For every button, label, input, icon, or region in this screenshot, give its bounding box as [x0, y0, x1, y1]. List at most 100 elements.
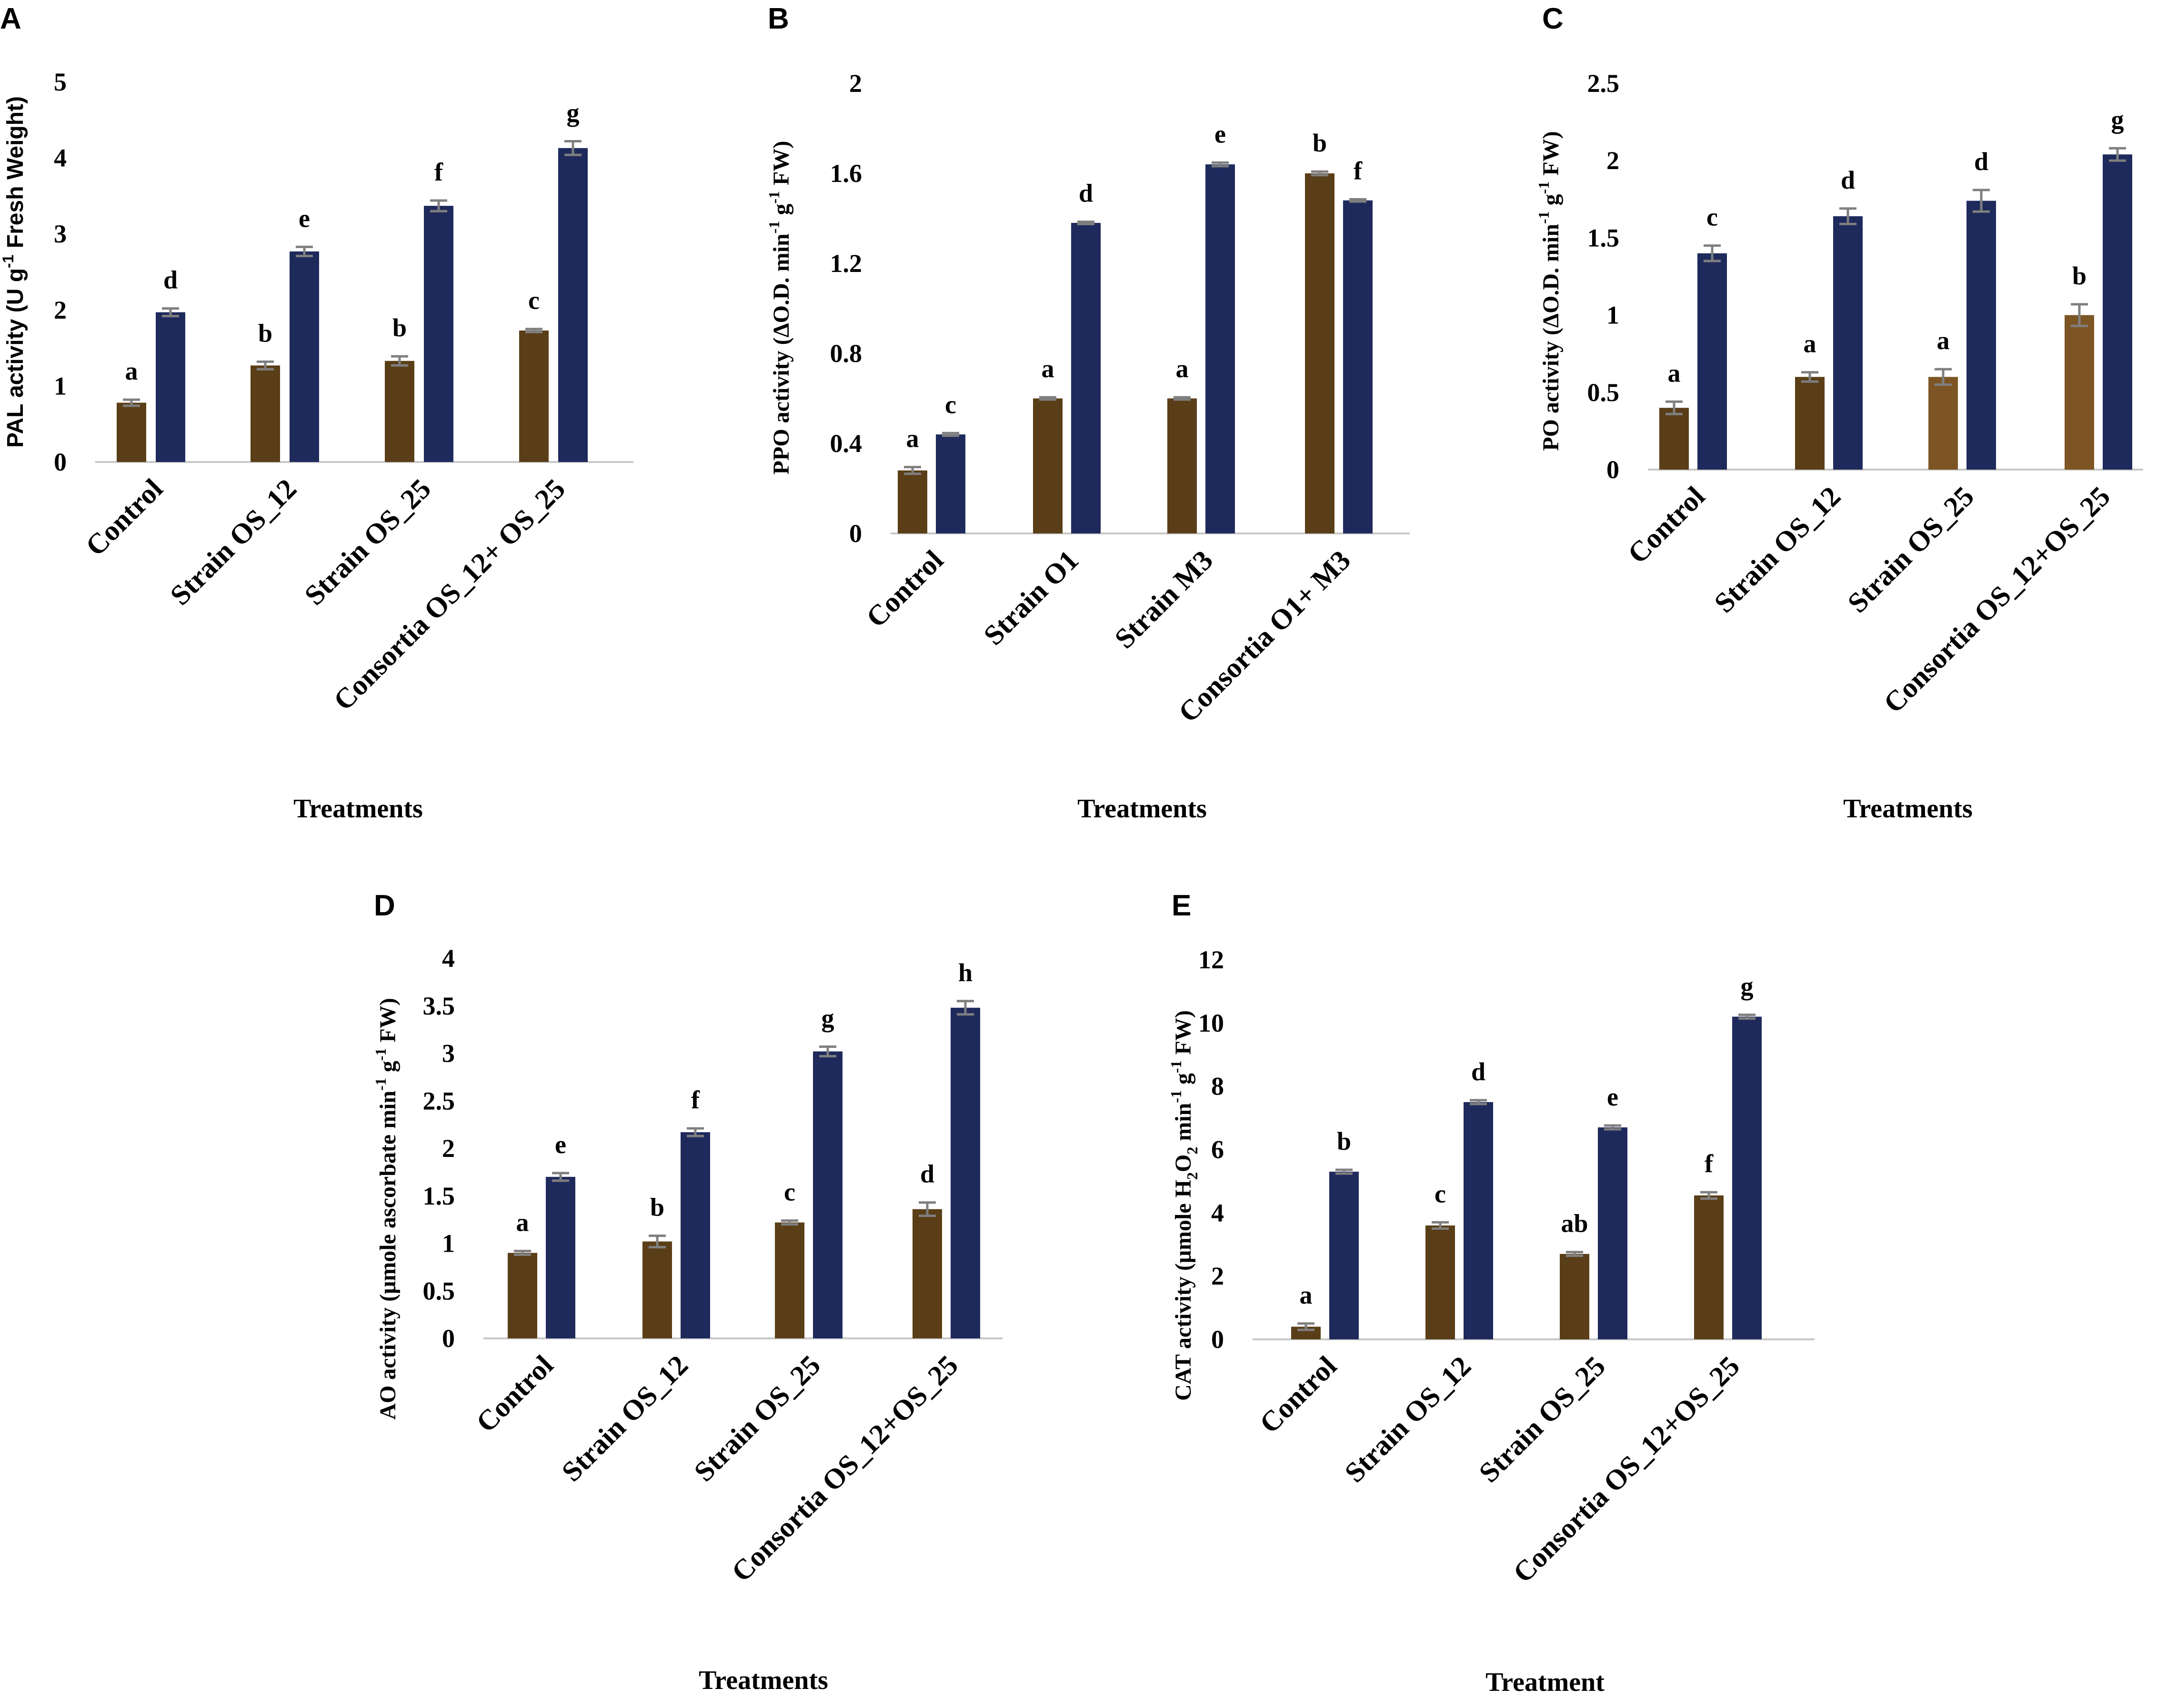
significance-letter: a [1176, 354, 1189, 383]
category-label: Strain OS_25 [299, 473, 437, 612]
significance-letter: g [822, 1004, 834, 1033]
significance-letter: g [567, 98, 580, 127]
y-tick-label: 12 [1198, 945, 1224, 974]
bar [546, 1176, 575, 1338]
significance-letter: f [1354, 156, 1363, 185]
y-tick-label: 1.2 [830, 249, 863, 278]
category-label: Control [80, 473, 169, 562]
y-tick-label: 4 [1211, 1198, 1224, 1227]
panel-letter: B [768, 2, 789, 35]
x-axis-title: Treatments [1077, 794, 1207, 824]
category-label: Strain OS_12 [1708, 481, 1847, 619]
y-tick-label: 10 [1198, 1009, 1224, 1037]
bar [913, 1209, 942, 1338]
bar [1928, 377, 1958, 470]
significance-letter: e [1607, 1083, 1618, 1111]
significance-letter: d [163, 266, 178, 294]
category-label: Consortia OS_12+OS_25 [1507, 1350, 1746, 1589]
category-label: Consortia OS_12+ OS_25 [328, 473, 572, 717]
significance-letter: a [1668, 359, 1681, 387]
y-tick-label: 0 [54, 448, 67, 476]
bar [2103, 154, 2132, 470]
category-label: Strain OS_25 [1842, 481, 1980, 619]
y-tick-label: 2.5 [423, 1086, 455, 1115]
category-label: Strain OS_12 [1339, 1350, 1477, 1489]
chart-panel-e: E 0 2 4 6 8 10 12 CAT activity (μmole H2O2 min-1… [1167, 889, 1815, 1697]
bar [290, 251, 319, 462]
bar [1659, 408, 1689, 470]
significance-letter: c [784, 1178, 795, 1206]
y-axis-title: PAL activity (U g-1 Fresh Weight) [0, 96, 28, 448]
bar [1167, 398, 1197, 533]
significance-letter: e [1214, 120, 1226, 148]
bar [936, 434, 965, 533]
bar [558, 148, 588, 462]
category-label: Control [1622, 481, 1711, 570]
significance-letter: d [1079, 179, 1093, 208]
y-tick-label: 2 [1606, 146, 1619, 175]
significance-letter: c [1706, 203, 1718, 231]
y-axis-title: PO activity (ΔO.D. min-1 g-1 FW) [1535, 131, 1564, 451]
significance-letter: d [920, 1160, 934, 1188]
y-tick-label: 1.5 [1587, 223, 1620, 252]
significance-letter: g [2111, 105, 2124, 134]
y-tick-label: 2 [1211, 1262, 1224, 1290]
bar [1966, 201, 1996, 470]
significance-letter: c [945, 390, 956, 419]
category-label: Strain OS_12 [556, 1349, 694, 1488]
y-tick-label: 6 [1211, 1135, 1224, 1164]
bar [385, 361, 414, 462]
significance-letter: a [1042, 354, 1054, 383]
y-tick-label: 2.5 [1587, 69, 1620, 98]
category-label: Strain O1 [978, 544, 1085, 652]
bar [1343, 200, 1373, 533]
bar [1694, 1195, 1724, 1339]
y-tick-label: 3 [442, 1039, 455, 1068]
significance-letter: e [299, 204, 310, 232]
significance-letter: a [1300, 1281, 1313, 1309]
significance-letter: d [1841, 166, 1855, 194]
y-tick-label: 8 [1211, 1072, 1224, 1101]
bar [1697, 253, 1727, 470]
y-tick-label: 0.5 [1587, 378, 1620, 407]
y-tick-label: 0 [1606, 455, 1619, 484]
significance-letter: b [258, 319, 272, 347]
y-tick-label: 0 [849, 519, 862, 548]
bar [508, 1253, 537, 1338]
y-axis-title: CAT activity (μmole H2O2 min-1 g-1 FW) [1167, 1010, 1201, 1401]
y-tick-label: 3.5 [423, 992, 455, 1020]
y-tick-label: 1 [442, 1229, 455, 1258]
y-tick-label: 0 [1211, 1325, 1224, 1354]
bar [1205, 164, 1235, 534]
bar [117, 402, 146, 462]
significance-letter: f [1705, 1149, 1714, 1178]
category-label: Strain OS_12 [164, 473, 303, 612]
bar [1795, 377, 1825, 470]
y-tick-label: 1.5 [423, 1182, 455, 1210]
panel-letter: A [0, 2, 21, 35]
bar [1425, 1225, 1455, 1339]
x-axis-title: Treatment [1485, 1668, 1605, 1697]
bar [2065, 315, 2094, 470]
significance-letter: a [1804, 330, 1816, 358]
panel-letter: E [1172, 889, 1191, 922]
bar [1464, 1102, 1493, 1339]
x-axis-title: Treatments [293, 794, 423, 824]
category-label: Strain M3 [1109, 544, 1219, 655]
y-tick-label: 0.5 [423, 1276, 455, 1305]
significance-letter: b [1337, 1127, 1351, 1155]
bar [813, 1051, 843, 1338]
category-label: Consortia OS_12+OS_25 [725, 1349, 964, 1588]
y-tick-label: 2 [54, 296, 67, 324]
bar [898, 470, 927, 533]
y-tick-label: 4 [54, 144, 67, 172]
bar [424, 206, 453, 462]
bar [775, 1222, 804, 1338]
chart-panel-c: C 0 0.5 1 1.5 2 2.5 PO activity (ΔO.D. min-1 g-… [1535, 2, 2143, 824]
bar [1033, 398, 1063, 533]
bar [642, 1241, 672, 1338]
significance-letter: b [392, 313, 407, 342]
y-tick-label: 1 [54, 372, 67, 400]
y-tick-label: 5 [54, 68, 67, 96]
